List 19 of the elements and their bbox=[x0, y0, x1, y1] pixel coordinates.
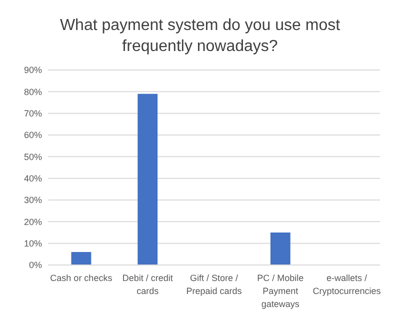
chart-title: What payment system do you use most frequently nowadays? bbox=[60, 17, 341, 55]
y-tick-label: 0% bbox=[28, 260, 42, 270]
x-tick-label: e-wallets / Cryptocurrencies bbox=[312, 273, 382, 296]
y-tick-label: 10% bbox=[24, 238, 42, 248]
bar bbox=[138, 94, 158, 265]
y-tick-label: 50% bbox=[24, 152, 42, 162]
x-tick-label: PC / Mobile Payment gateways bbox=[257, 273, 304, 309]
y-tick-label: 20% bbox=[24, 216, 42, 227]
y-tick-label: 60% bbox=[24, 130, 42, 140]
bar bbox=[270, 232, 290, 265]
y-tick-label: 70% bbox=[24, 108, 42, 118]
y-tick-label: 40% bbox=[24, 173, 42, 184]
y-tick-label: 80% bbox=[24, 86, 42, 97]
x-tick-label: Gift / Store / Prepaid cards bbox=[186, 273, 242, 296]
bar bbox=[71, 252, 92, 265]
x-tick-label: Cash or checks bbox=[50, 273, 113, 283]
x-tick-label: Debit / credit cards bbox=[122, 273, 174, 296]
y-tick-label: 90% bbox=[24, 65, 42, 76]
y-tick-label: 30% bbox=[24, 195, 42, 206]
